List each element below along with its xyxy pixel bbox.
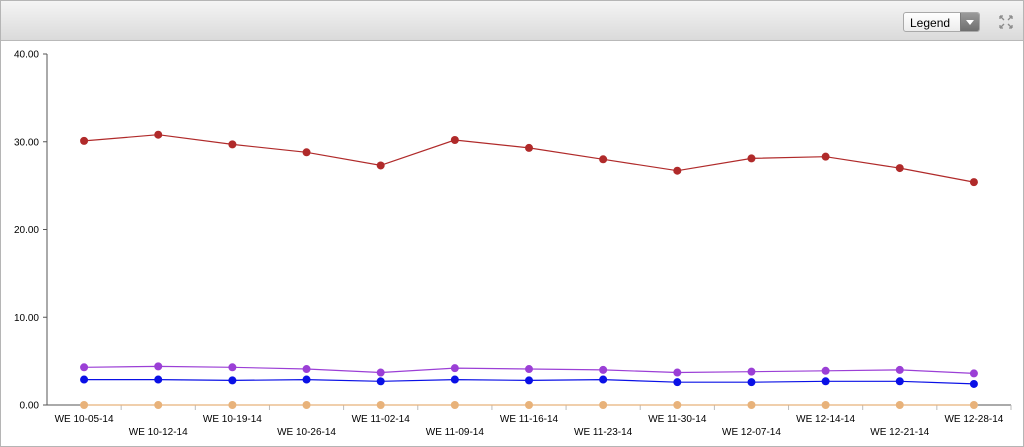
data-point xyxy=(895,401,904,409)
data-point xyxy=(376,161,385,170)
chart-toolbar: Legend xyxy=(1,1,1023,41)
x-tick-label: WE 11-30-14 xyxy=(648,414,707,425)
data-point xyxy=(154,401,163,409)
data-point xyxy=(376,377,385,386)
data-point xyxy=(376,401,385,409)
data-point xyxy=(821,377,830,386)
data-point xyxy=(376,368,385,377)
data-point xyxy=(747,378,756,387)
series-line xyxy=(84,134,975,183)
line-chart: 0.00 10.00 20.00 30.00 40.00 WE 10-05-14 WE 10… xyxy=(14,50,1012,438)
data-point xyxy=(747,401,756,409)
y-tick-label: 20.00 xyxy=(14,225,39,236)
data-point xyxy=(228,376,237,385)
data-point xyxy=(80,401,89,409)
x-tick-label: WE 11-16-14 xyxy=(500,414,559,425)
data-point xyxy=(969,178,978,187)
x-tick-label: WE 11-09-14 xyxy=(426,427,485,438)
data-point xyxy=(969,401,978,409)
data-point xyxy=(673,368,682,377)
y-tick-label: 10.00 xyxy=(14,313,39,324)
data-point xyxy=(969,379,978,388)
data-point xyxy=(599,375,608,384)
x-tick-label: WE 10-12-14 xyxy=(129,427,188,438)
data-point xyxy=(673,401,682,409)
data-point xyxy=(228,401,237,409)
data-point xyxy=(599,155,608,164)
y-tick-label: 30.00 xyxy=(14,137,39,148)
data-point xyxy=(450,364,459,373)
data-point xyxy=(80,375,89,384)
data-point xyxy=(821,366,830,375)
chevron-down-icon[interactable] xyxy=(960,13,979,31)
data-point xyxy=(747,367,756,376)
data-point xyxy=(599,401,608,409)
y-tick-label: 0.00 xyxy=(20,401,40,412)
x-tick-label: WE 12-21-14 xyxy=(870,427,929,438)
data-point xyxy=(821,152,830,161)
data-point xyxy=(302,375,311,384)
data-point xyxy=(228,140,237,149)
data-point xyxy=(302,148,311,157)
data-point xyxy=(895,164,904,173)
expand-arrows-icon[interactable] xyxy=(998,14,1014,30)
data-point xyxy=(80,363,89,372)
data-point xyxy=(525,365,533,374)
legend-dropdown[interactable]: Legend xyxy=(903,12,980,32)
y-tick-label: 40.00 xyxy=(14,50,39,61)
data-point xyxy=(154,362,163,371)
data-point xyxy=(450,375,459,384)
data-point xyxy=(228,363,237,372)
x-tick-label: WE 12-14-14 xyxy=(796,414,855,425)
x-tick-label: WE 11-02-14 xyxy=(352,414,411,425)
data-point xyxy=(525,143,533,152)
data-point xyxy=(154,130,163,139)
data-point xyxy=(302,365,311,374)
chart-series xyxy=(80,130,978,409)
data-point xyxy=(450,401,459,409)
data-point xyxy=(747,154,756,163)
data-point xyxy=(450,135,459,144)
legend-dropdown-label: Legend xyxy=(910,16,951,30)
data-point xyxy=(80,136,89,145)
x-tick-label: WE 12-07-14 xyxy=(722,427,781,438)
data-point xyxy=(599,365,608,374)
data-point xyxy=(895,377,904,386)
data-point xyxy=(302,401,311,409)
data-point xyxy=(525,376,533,385)
data-point xyxy=(154,375,163,384)
x-tick-label: WE 10-26-14 xyxy=(277,427,336,438)
x-tick-label: WE 10-19-14 xyxy=(203,414,262,425)
x-tick-label: WE 12-28-14 xyxy=(944,414,1003,425)
x-tick-label: WE 10-05-14 xyxy=(55,414,114,425)
data-point xyxy=(821,401,830,409)
data-point xyxy=(525,401,533,409)
data-point xyxy=(673,166,682,175)
chart-axes: 0.00 10.00 20.00 30.00 40.00 WE 10-05-14 WE 10… xyxy=(14,50,1012,438)
x-tick-label: WE 11-23-14 xyxy=(574,427,633,438)
data-point xyxy=(969,369,978,378)
data-point xyxy=(895,365,904,374)
data-point xyxy=(673,378,682,387)
